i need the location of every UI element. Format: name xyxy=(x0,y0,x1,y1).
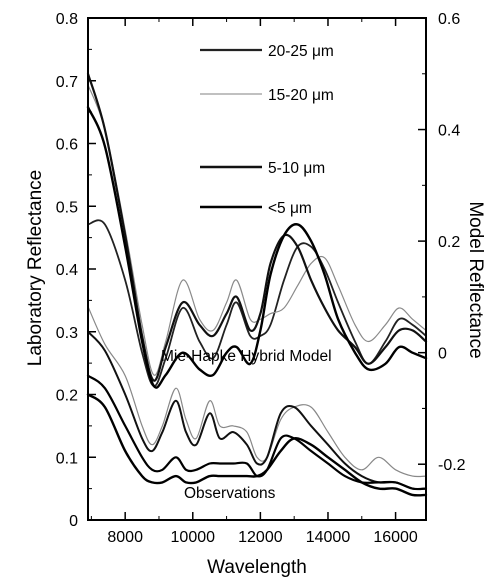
legend-label: <5 μm xyxy=(268,200,312,217)
y-right-tick-label: 0 xyxy=(438,346,447,363)
y-axis-left-title: Laboratory Reflectance xyxy=(25,170,46,366)
y-axis-right-title: Model Reflectance xyxy=(465,201,486,358)
x-tick-label: 10000 xyxy=(171,529,216,546)
y-left-tick-label: 0.7 xyxy=(56,74,78,91)
y-left-tick-label: 0.5 xyxy=(56,199,78,216)
x-tick-label: 8000 xyxy=(107,529,143,546)
legend-label: 15-20 μm xyxy=(268,87,334,104)
x-tick-label: 16000 xyxy=(373,529,418,546)
y-left-tick-label: 0.4 xyxy=(56,262,78,279)
y-right-tick-label: -0.2 xyxy=(438,457,466,474)
y-right-tick-label: 0.4 xyxy=(438,123,460,140)
plot-frame xyxy=(88,18,426,520)
tick-labels: 8000 10000 12000 14000 16000 0 0.1 0.2 0.3 0.4 0.5… xyxy=(56,11,466,546)
x-tick-label: 12000 xyxy=(238,529,283,546)
y-left-tick-label: 0.3 xyxy=(56,325,78,342)
y-left-tick-label: 0.8 xyxy=(56,11,78,28)
annotation-model: Mie-Hapke Hybrid Model xyxy=(161,348,332,365)
y-left-tick-label: 0.2 xyxy=(56,388,78,405)
tick-marks xyxy=(88,18,426,520)
legend: 20-25 μm 15-20 μm 5-10 μm <5 μm xyxy=(200,43,334,217)
y-right-tick-label: 0.6 xyxy=(438,11,460,28)
legend-label: 20-25 μm xyxy=(268,43,334,60)
x-tick-label: 14000 xyxy=(306,529,351,546)
y-right-tick-label: 0.2 xyxy=(438,234,460,251)
annotation-observations: Observations xyxy=(184,485,276,502)
model-line-3 xyxy=(88,107,426,387)
y-left-tick-label: 0.6 xyxy=(56,137,78,154)
legend-label: 5-10 μm xyxy=(268,160,325,177)
y-left-tick-label: 0 xyxy=(69,513,78,530)
series-lines xyxy=(88,74,426,496)
y-left-tick-label: 0.1 xyxy=(56,450,78,467)
x-axis-title: Wavelength xyxy=(207,557,307,578)
observation-line-7 xyxy=(88,395,426,496)
model-line-1 xyxy=(88,85,426,375)
